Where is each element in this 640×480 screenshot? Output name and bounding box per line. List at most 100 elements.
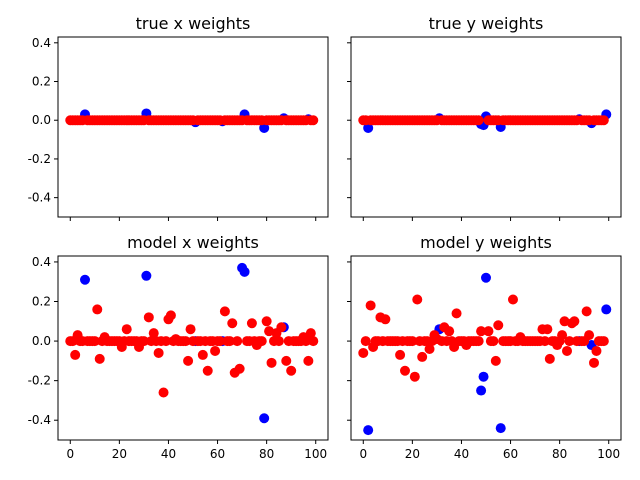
subplot-title: true x weights — [136, 14, 251, 33]
red-point — [286, 365, 297, 376]
red-point — [424, 343, 435, 354]
y-tick-label: 0.0 — [32, 334, 51, 348]
x-tick-label: 20 — [112, 447, 127, 461]
red-point — [276, 322, 287, 333]
red-point — [183, 355, 194, 366]
blue-point — [239, 266, 250, 277]
x-tick-label: 100 — [597, 447, 620, 461]
y-tick-label: 0.4 — [32, 36, 51, 50]
red-point — [219, 306, 230, 317]
blue-point — [259, 122, 270, 133]
red-point — [515, 332, 526, 343]
red-point — [305, 328, 316, 339]
red-point — [407, 336, 418, 347]
red-point — [564, 336, 575, 347]
red-point — [368, 342, 379, 353]
red-point — [185, 324, 196, 335]
y-tick-label: -0.2 — [28, 374, 51, 388]
blue-point — [259, 413, 270, 424]
subplot-1: true x weights -0.4 -0.2 0.0 0.2 0.4 — [28, 14, 329, 221]
red-point — [569, 316, 580, 327]
x-tick-label: 40 — [454, 447, 469, 461]
red-point — [273, 336, 284, 347]
red-point — [165, 310, 176, 321]
red-point — [266, 357, 277, 368]
red-point — [451, 308, 462, 319]
red-point — [148, 328, 159, 339]
axes-frame — [350, 36, 622, 218]
red-point — [308, 336, 319, 347]
red-point — [544, 353, 555, 364]
red-point — [197, 349, 208, 360]
red-point — [227, 318, 238, 329]
red-point — [134, 342, 144, 353]
red-point — [598, 336, 609, 347]
red-point — [539, 336, 550, 347]
red-point — [395, 349, 406, 360]
axes-frame — [350, 255, 622, 441]
red-point — [99, 332, 110, 343]
subplot-title: true y weights — [429, 14, 544, 33]
red-point — [308, 115, 319, 126]
blue-point — [495, 423, 506, 434]
red-point — [461, 340, 472, 351]
red-point — [232, 336, 243, 347]
red-point — [542, 324, 553, 335]
red-point — [153, 347, 164, 358]
blue-point — [601, 304, 612, 315]
y-tick-label: -0.2 — [28, 152, 51, 166]
red-point — [116, 342, 127, 353]
red-point — [161, 336, 171, 347]
red-point — [89, 336, 100, 347]
red-point — [589, 357, 599, 368]
red-point — [365, 300, 376, 311]
red-point — [158, 387, 169, 398]
y-tick-label: 0.4 — [32, 255, 51, 269]
red-point — [581, 306, 592, 317]
red-point — [473, 115, 484, 126]
red-point — [380, 314, 391, 325]
red-point — [281, 355, 292, 366]
red-point — [70, 349, 81, 360]
subplot-title: model x weights — [127, 233, 259, 252]
red-point — [72, 330, 83, 341]
subplot-title: model y weights — [420, 233, 552, 252]
red-point — [303, 355, 314, 366]
red-point — [584, 330, 595, 341]
blue-point — [363, 122, 374, 133]
y-tick-label: -0.4 — [28, 413, 51, 427]
y-tick-label: 0.2 — [32, 295, 51, 309]
subplot-4: model y weights 0 20 40 60 80 100 — [347, 233, 622, 461]
red-point — [246, 318, 257, 329]
red-point — [557, 330, 568, 341]
red-point — [562, 345, 572, 356]
red-point — [490, 355, 501, 366]
red-point — [473, 336, 484, 347]
red-point — [476, 326, 487, 337]
red-point — [234, 363, 245, 374]
red-point — [261, 316, 272, 327]
red-point — [409, 371, 420, 382]
blue-point — [363, 425, 374, 436]
x-tick-label: 0 — [66, 447, 74, 461]
red-point — [224, 336, 235, 347]
red-point — [202, 365, 213, 376]
blue-point — [80, 274, 90, 285]
red-point — [358, 347, 369, 358]
blue-point — [476, 385, 487, 396]
red-point — [449, 342, 460, 353]
red-point — [215, 336, 225, 347]
blue-point — [481, 272, 491, 283]
x-tick-label: 20 — [405, 447, 420, 461]
red-point — [92, 304, 103, 315]
blue-point — [141, 270, 152, 281]
red-point — [431, 334, 442, 345]
x-tick-label: 40 — [161, 447, 176, 461]
red-point — [598, 115, 609, 126]
red-point — [400, 365, 410, 376]
y-tick-label: 0.0 — [32, 113, 51, 127]
x-tick-label: 80 — [552, 447, 567, 461]
red-point — [251, 340, 262, 351]
axes-frame — [57, 255, 329, 441]
